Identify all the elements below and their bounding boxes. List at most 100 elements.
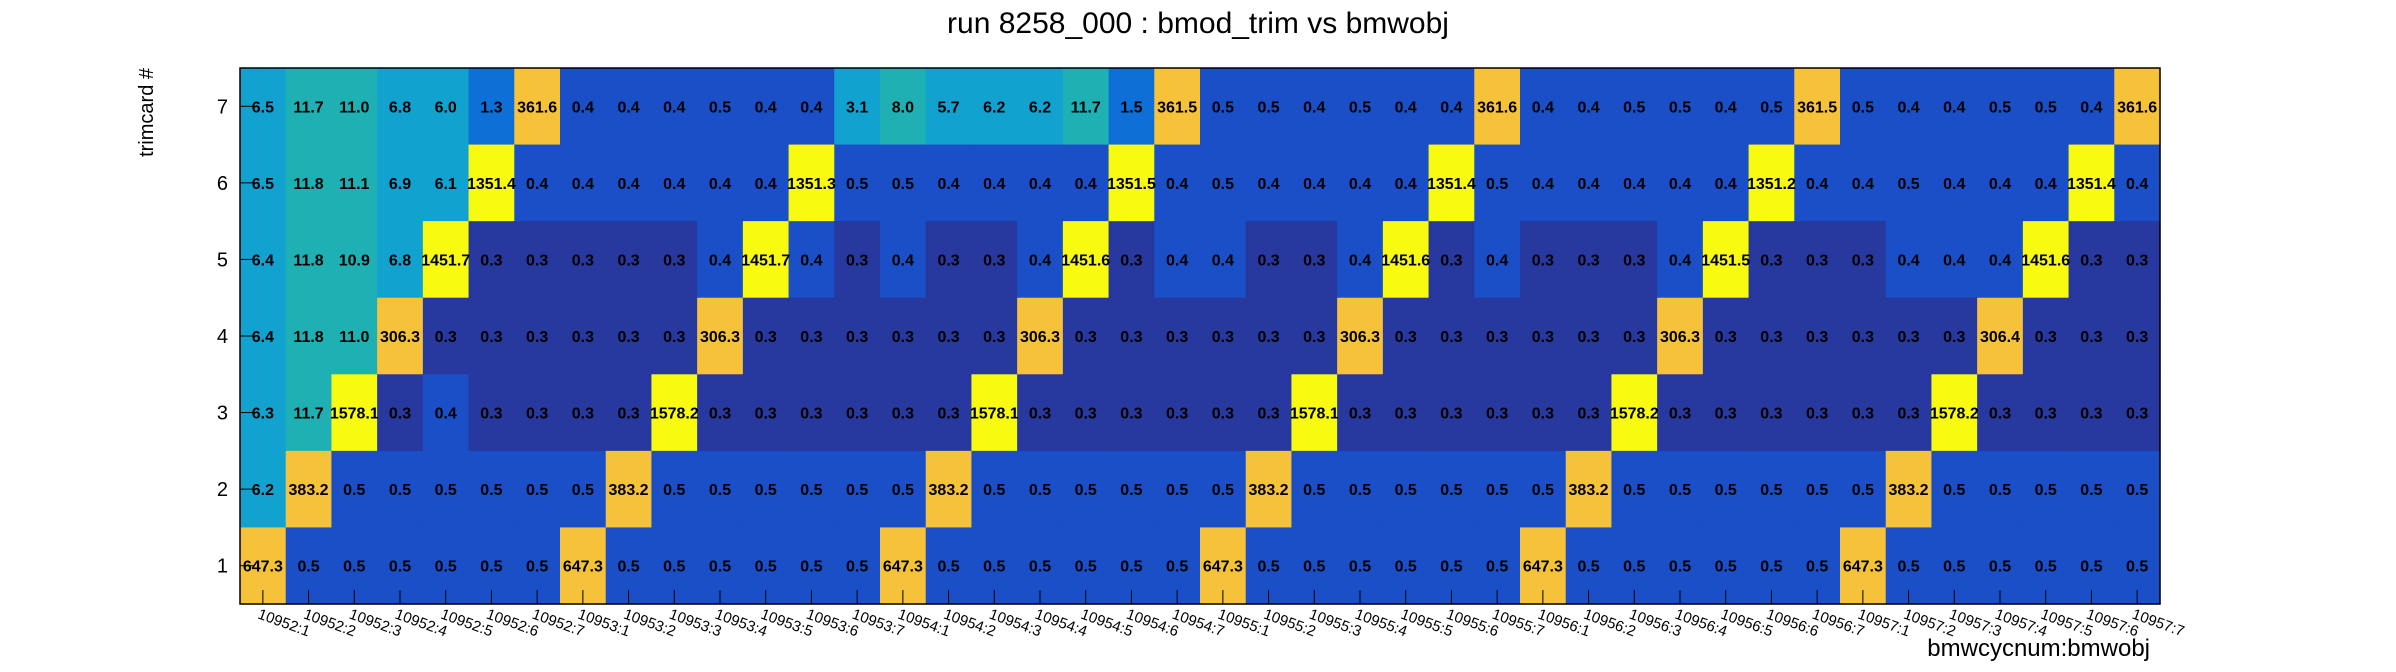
x-tick-label: 10954:5 <box>1078 606 1135 641</box>
cell-value-label: 0.5 <box>1943 482 1965 499</box>
heatmap-cell <box>1885 68 1933 146</box>
heatmap-cell <box>1794 221 1841 299</box>
heatmap-cells <box>240 68 2161 605</box>
x-tick-label: 10953:3 <box>667 606 724 641</box>
heatmap-cell <box>605 144 653 222</box>
cell-value-label: 0.5 <box>435 559 457 576</box>
heatmap-cell <box>1931 144 1978 222</box>
heatmap-cell <box>1520 68 1567 146</box>
heatmap-cell <box>1291 374 1338 452</box>
cell-value-label: 0.5 <box>389 482 411 499</box>
heatmap-cell <box>1062 297 1110 375</box>
heatmap-cell <box>377 144 424 222</box>
heatmap-cell <box>1611 297 1658 375</box>
cell-value-label: 0.5 <box>1166 482 1188 499</box>
cell-value-label: 0.3 <box>389 406 411 423</box>
cell-value-label: 0.3 <box>1303 329 1325 346</box>
heatmap-cell <box>1337 450 1384 529</box>
cell-value-label: 1451.6 <box>2021 252 2070 269</box>
cell-value-label: 0.3 <box>755 329 777 346</box>
heatmap-cell <box>1428 297 1475 375</box>
heatmap-cell <box>1748 68 1795 146</box>
cell-value-label: 0.5 <box>2080 559 2102 576</box>
cell-value-label: 0.4 <box>1257 176 1279 193</box>
cell-value-label: 0.5 <box>480 559 502 576</box>
cell-value-label: 0.3 <box>1303 252 1325 269</box>
cell-value-label: 0.3 <box>1166 329 1188 346</box>
heatmap-cell <box>2114 450 2161 529</box>
heatmap-cell <box>1794 144 1841 222</box>
heatmap-cell <box>514 221 561 299</box>
cell-value-label: 0.3 <box>1623 329 1645 346</box>
cell-value-label: 0.4 <box>2080 99 2102 116</box>
heatmap-cell <box>1474 450 1521 529</box>
x-tick-label: 10956:1 <box>1535 606 1592 641</box>
cell-value-label: 0.3 <box>526 329 548 346</box>
cell-value-label: 0.3 <box>663 329 685 346</box>
cell-value-label: 0.5 <box>526 482 548 499</box>
cell-value-label: 0.4 <box>709 252 731 269</box>
cell-value-label: 0.5 <box>572 482 594 499</box>
cell-value-label: 0.4 <box>617 99 639 116</box>
cell-value-label: 0.5 <box>526 559 548 576</box>
cell-value-label: 383.2 <box>609 482 649 499</box>
cell-value-label: 0.4 <box>1897 99 1919 116</box>
cell-value-label: 0.3 <box>1257 252 1279 269</box>
cell-value-label: 1451.7 <box>741 252 790 269</box>
cell-value-label: 0.5 <box>2035 99 2057 116</box>
cell-value-label: 0.5 <box>1486 176 1508 193</box>
heatmap-cell <box>2068 297 2115 375</box>
heatmap-cell <box>1520 221 1567 299</box>
cell-value-label: 0.5 <box>1577 559 1599 576</box>
heatmap-cell <box>1885 221 1933 299</box>
cell-value-label: 1351.5 <box>1107 176 1156 193</box>
heatmap-cell <box>1840 68 1887 146</box>
cell-value-label: 0.3 <box>937 329 959 346</box>
heatmap-cell <box>742 221 790 299</box>
cell-value-label: 0.5 <box>1623 482 1645 499</box>
cell-value-label: 0.3 <box>937 406 959 423</box>
heatmap-cell <box>1291 68 1338 146</box>
cell-value-label: 0.3 <box>1395 329 1417 346</box>
cell-value-label: 0.5 <box>846 482 868 499</box>
cell-value-label: 0.3 <box>846 406 868 423</box>
cell-value-label: 11.8 <box>293 329 323 346</box>
cell-value-label: 11.8 <box>293 252 323 269</box>
cell-value-label: 0.5 <box>846 176 868 193</box>
x-tick-label: 10952:6 <box>484 606 541 641</box>
cell-value-label: 1578.2 <box>1930 406 1979 423</box>
cell-value-label: 0.5 <box>937 559 959 576</box>
heatmap-cell <box>1382 297 1430 375</box>
x-tick-label: 10955:5 <box>1398 606 1455 641</box>
heatmap-cell <box>788 144 835 222</box>
cell-value-label: 0.4 <box>1075 176 1097 193</box>
cell-value-label: 6.8 <box>389 252 411 269</box>
heatmap-cell <box>2068 374 2115 452</box>
cell-value-label: 0.5 <box>892 482 914 499</box>
cell-value-label: 0.4 <box>1577 176 1599 193</box>
cell-value-label: 11.1 <box>339 176 369 193</box>
heatmap-cell <box>1520 374 1567 452</box>
heatmap-cell <box>925 68 973 146</box>
x-tick-label: 10956:6 <box>1764 606 1821 641</box>
y-tick-label: 3 <box>217 403 228 425</box>
heatmap-cell <box>1200 297 1247 375</box>
x-tick-label: 10955:2 <box>1261 606 1318 641</box>
cell-value-label: 647.3 <box>1843 559 1883 576</box>
x-tick-label: 10957:1 <box>1855 606 1912 641</box>
cell-value-label: 306.3 <box>1340 329 1380 346</box>
cell-value-label: 0.5 <box>1989 559 2011 576</box>
cell-value-label: 0.4 <box>435 406 457 423</box>
heatmap-cell <box>285 144 333 222</box>
heatmap-cell <box>2114 68 2161 146</box>
heatmap-cell <box>1245 68 1293 146</box>
x-tick-label: 10956:7 <box>1810 606 1867 641</box>
cell-value-label: 0.5 <box>2126 482 2148 499</box>
cell-value-label: 0.5 <box>343 559 365 576</box>
cell-value-label: 0.5 <box>1303 559 1325 576</box>
heatmap-cell <box>880 374 927 452</box>
x-tick-label: 10952:4 <box>393 606 450 641</box>
cell-value-label: 306.3 <box>700 329 740 346</box>
heatmap-cell <box>788 221 835 299</box>
heatmap-cell <box>514 374 561 452</box>
